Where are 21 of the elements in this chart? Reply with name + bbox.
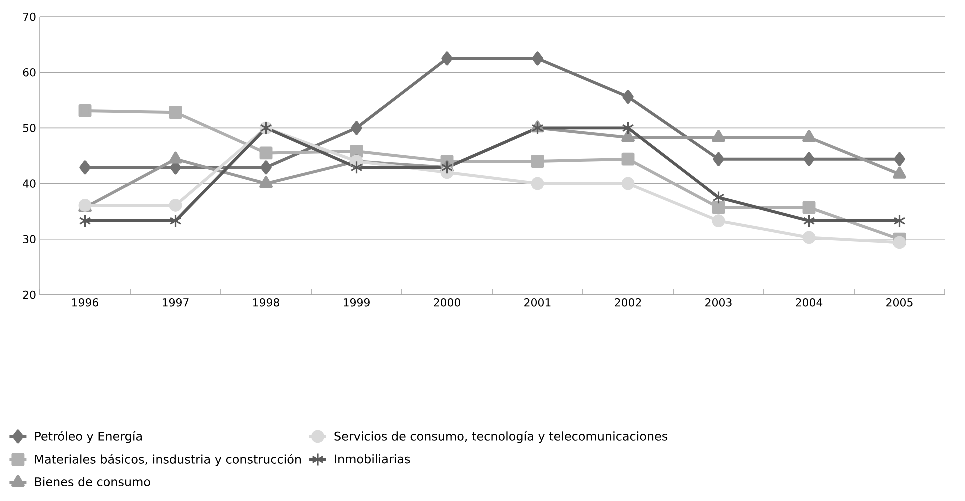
x-tick-label: 2000 [434, 298, 460, 307]
y-tick-label: 30 [23, 235, 36, 244]
legend-label: Petróleo y Energía [35, 431, 142, 444]
x-tick-label: 1997 [163, 298, 189, 307]
legend-label: Materiales básicos, insdustria y construcción [35, 454, 302, 466]
x-tick-label: 2002 [615, 298, 642, 307]
x-tick-label: 1999 [344, 298, 370, 307]
x-tick-label: 2001 [524, 298, 551, 307]
legend-label: Servicios de consumo, tecnología y telecomunicaciones [334, 431, 668, 444]
legend-label: Inmobiliarias [335, 454, 410, 464]
legend-label: Bienes de consumo [35, 477, 150, 487]
x-tick-label: 2004 [796, 298, 823, 307]
x-tick-label: 1998 [254, 298, 280, 307]
y-tick-label: 40 [23, 180, 36, 188]
y-tick-label: 60 [23, 68, 36, 77]
y-tick-label: 20 [23, 290, 36, 300]
y-tick-label: 50 [23, 124, 36, 132]
x-tick-label: 1996 [72, 298, 99, 307]
x-tick-label: 2005 [886, 298, 913, 307]
y-tick-label: 70 [23, 12, 36, 22]
x-tick-label: 2003 [706, 298, 732, 307]
